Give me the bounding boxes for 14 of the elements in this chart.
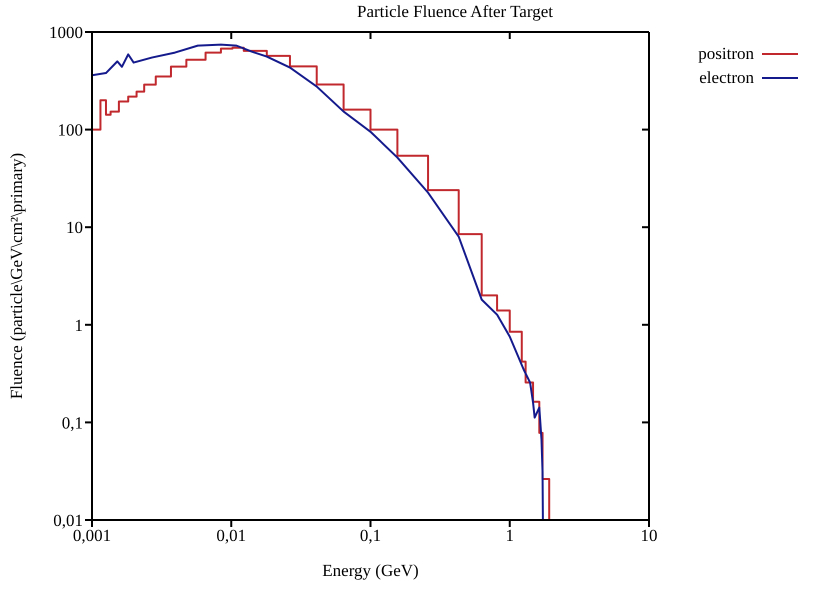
- y-tick-label: 100: [58, 120, 83, 140]
- y-axis-title: Fluence (particle\GeV\cm²\primary): [7, 152, 26, 400]
- y-tick-label: 10: [66, 218, 83, 238]
- y-tick-label: 0,1: [62, 413, 83, 432]
- x-tick-label: 10: [640, 526, 658, 546]
- x-tick-label: 1: [506, 526, 514, 546]
- legend-label: electron: [699, 68, 754, 88]
- y-tick-label: 1000: [49, 23, 83, 42]
- chart-title: Particle Fluence After Target: [356, 2, 554, 22]
- x-tick-label: 0,1: [360, 526, 382, 546]
- x-tick-label: 0,01: [216, 526, 246, 546]
- y-tick-label: 1: [74, 316, 83, 335]
- legend-label: positron: [698, 44, 754, 64]
- x-axis-title: Energy (GeV): [322, 561, 419, 580]
